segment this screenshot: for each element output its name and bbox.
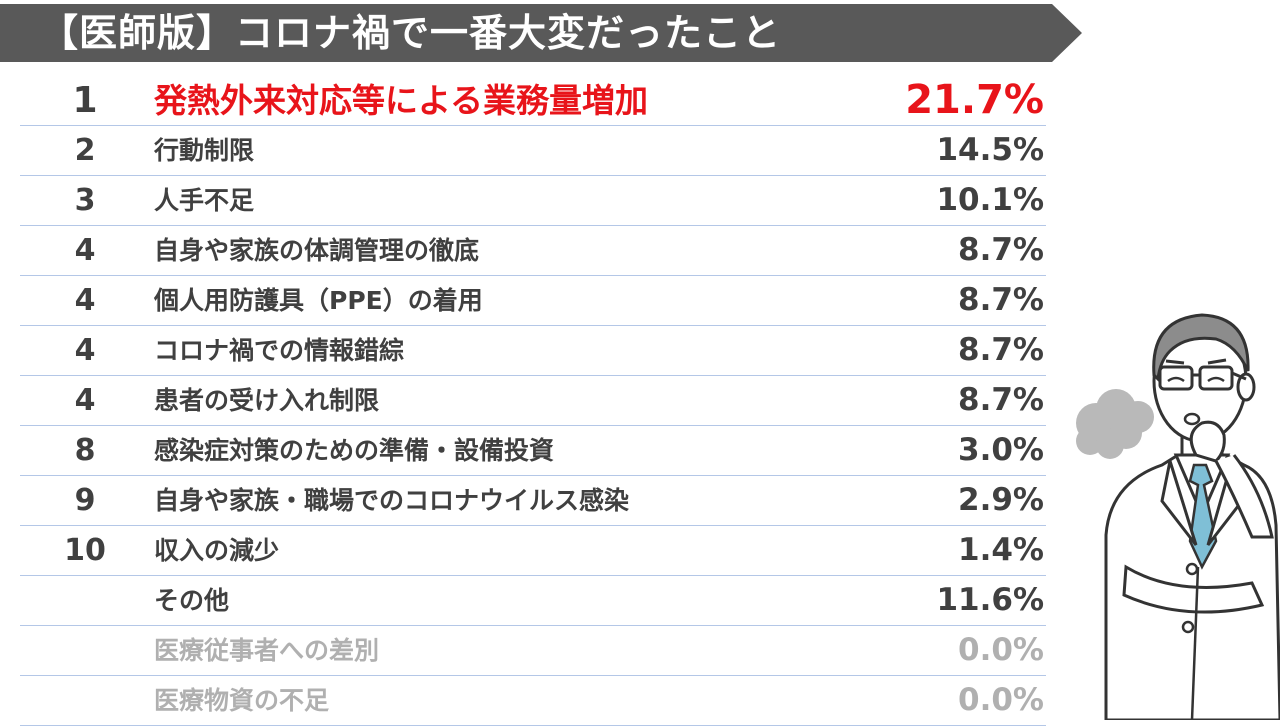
item-label: 人手不足 <box>154 186 255 215</box>
item-label: 医療物資の不足 <box>154 686 330 715</box>
percent-value: 8.7% <box>958 332 1044 368</box>
rank-label: 8 <box>74 433 96 468</box>
item-label: 自身や家族・職場でのコロナウイルス感染 <box>154 486 630 515</box>
percent-value: 2.9% <box>958 482 1044 518</box>
ranking-table: 1 発熱外来対応等による業務量増加 21.7% 2 行動制限 14.5% 3 人手不足 10.1… <box>20 76 1046 726</box>
item-label: 感染症対策のための準備・設備投資 <box>154 436 555 465</box>
percent-value: 8.7% <box>958 232 1044 268</box>
rank-label: 4 <box>74 233 96 268</box>
rank-label: 2 <box>74 133 96 168</box>
table-row: 4 患者の受け入れ制限 8.7% <box>20 376 1046 426</box>
percent-value: 8.7% <box>958 382 1044 418</box>
item-label: 自身や家族の体調管理の徹底 <box>154 236 480 265</box>
table-row: 4 個人用防護具（PPE）の着用 8.7% <box>20 276 1046 326</box>
percent-value: 0.0% <box>958 682 1044 718</box>
percent-value: 14.5% <box>936 132 1044 168</box>
table-row: 1 発熱外来対応等による業務量増加 21.7% <box>20 76 1046 126</box>
percent-value: 11.6% <box>936 582 1044 618</box>
item-label: コロナ禍での情報錯綜 <box>154 336 405 365</box>
sigh-cloud-icon <box>1076 389 1154 459</box>
title-banner: 【医師版】コロナ禍で一番大変だったこと <box>0 4 1082 62</box>
rank-label: 4 <box>74 333 96 368</box>
item-label: 行動制限 <box>154 136 255 165</box>
item-label: 個人用防護具（PPE）の着用 <box>154 286 483 315</box>
page-title: 【医師版】コロナ禍で一番大変だったこと <box>40 11 782 55</box>
rank-label: 10 <box>64 533 106 568</box>
item-label: 患者の受け入れ制限 <box>154 386 380 415</box>
percent-value: 10.1% <box>936 182 1044 218</box>
table-row: 4 コロナ禍での情報錯綜 8.7% <box>20 326 1046 376</box>
percent-value: 21.7% <box>905 77 1044 123</box>
table-row: 2 行動制限 14.5% <box>20 126 1046 176</box>
table-row: 9 自身や家族・職場でのコロナウイルス感染 2.9% <box>20 476 1046 526</box>
item-label: 医療従事者への差別 <box>154 636 380 665</box>
table-row: 医療物資の不足 0.0% <box>20 676 1046 726</box>
rank-label: 9 <box>74 483 96 518</box>
rank-label <box>20 576 150 625</box>
table-row: その他 11.6% <box>20 576 1046 626</box>
rank-label: 1 <box>72 80 98 121</box>
item-label: その他 <box>154 586 230 615</box>
table-row: 8 感染症対策のための準備・設備投資 3.0% <box>20 426 1046 476</box>
percent-value: 3.0% <box>958 432 1044 468</box>
item-label: 発熱外来対応等による業務量増加 <box>154 81 649 120</box>
percent-value: 8.7% <box>958 282 1044 318</box>
table-row: 4 自身や家族の体調管理の徹底 8.7% <box>20 226 1046 276</box>
table-row: 10 収入の減少 1.4% <box>20 526 1046 576</box>
item-label: 収入の減少 <box>154 536 280 565</box>
doctor-thinking-icon <box>1076 313 1280 720</box>
rank-label: 3 <box>74 183 96 218</box>
rank-label <box>20 676 150 725</box>
table-row: 医療従事者への差別 0.0% <box>20 626 1046 676</box>
percent-value: 1.4% <box>958 532 1044 568</box>
rank-label <box>20 626 150 675</box>
table-row: 3 人手不足 10.1% <box>20 176 1046 226</box>
rank-label: 4 <box>74 383 96 418</box>
percent-value: 0.0% <box>958 632 1044 668</box>
rank-label: 4 <box>74 283 96 318</box>
